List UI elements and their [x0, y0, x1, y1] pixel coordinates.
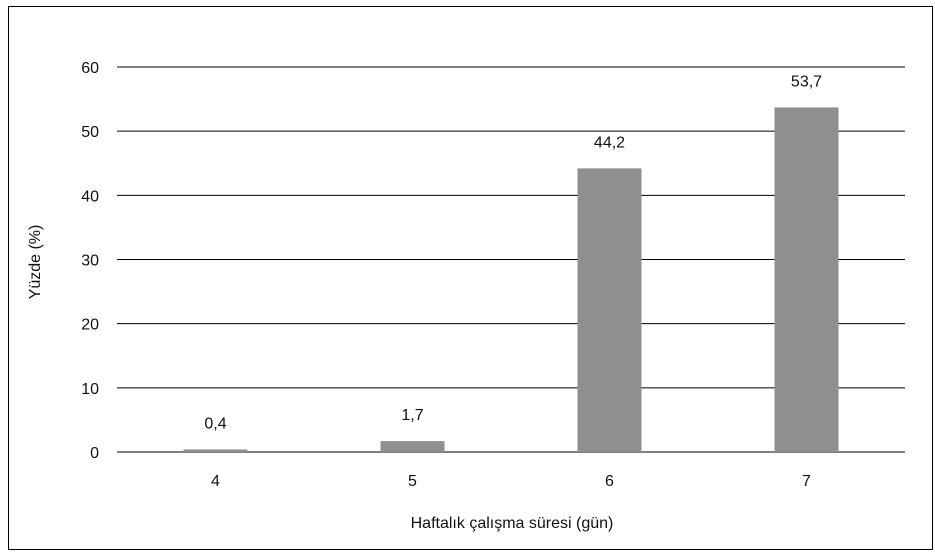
y-tick-label: 30	[81, 253, 99, 270]
x-tick-label: 7	[802, 473, 811, 490]
x-tick-label: 6	[605, 473, 614, 490]
x-axis-label: Haftalık çalışma süresi (gün)	[411, 515, 614, 532]
y-tick-label: 10	[81, 381, 99, 398]
y-axis-label: Yüzde (%)	[27, 225, 44, 300]
data-label: 0,4	[204, 415, 226, 432]
x-axis-ticks: 4 5 6 7	[211, 473, 811, 490]
bar-7	[774, 107, 839, 453]
bar-6	[577, 168, 642, 452]
data-label: 44,2	[594, 134, 625, 151]
y-tick-label: 20	[81, 317, 99, 334]
bar-4	[183, 449, 248, 452]
bar-5	[380, 441, 445, 452]
data-label: 1,7	[401, 407, 423, 424]
y-tick-label: 60	[81, 60, 99, 77]
data-labels: 0,4 1,7 44,2 53,7	[204, 73, 822, 432]
data-label: 53,7	[791, 73, 822, 90]
x-tick-label: 5	[408, 473, 417, 490]
gridlines	[117, 66, 905, 453]
x-tick-label: 4	[211, 473, 220, 490]
y-tick-label: 0	[90, 445, 99, 462]
y-tick-label: 50	[81, 124, 99, 141]
bars	[183, 107, 839, 453]
y-axis-ticks: 0 10 20 30 40 50 60	[81, 60, 99, 462]
y-tick-label: 40	[81, 188, 99, 205]
